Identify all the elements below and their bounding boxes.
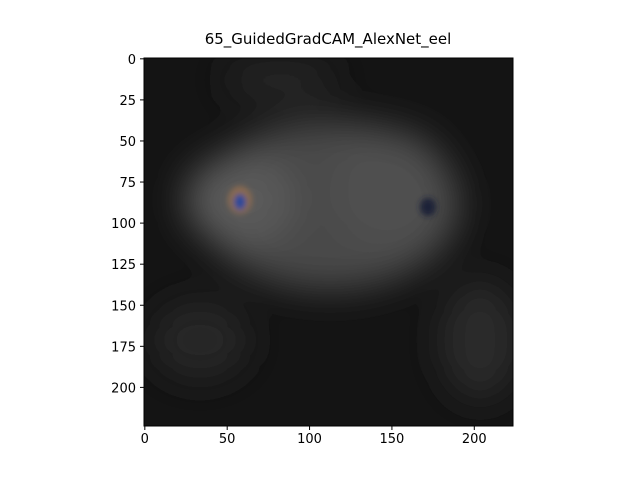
y-tick-label: 150 [111,299,136,314]
axes-frame [143,57,514,427]
x-tick-label: 150 [380,432,405,447]
y-tick-label: 200 [111,381,136,396]
y-tick-label: 125 [111,258,136,273]
y-tick-label: 50 [119,135,136,150]
chart-title: 65_GuidedGradCAM_AlexNet_eel [205,30,452,49]
y-tick-label: 0 [128,53,136,68]
x-tick-label: 50 [219,432,236,447]
y-tick-label: 75 [119,176,136,191]
heatmap-image [144,58,513,426]
y-tick-label: 175 [111,340,136,355]
x-tick-label: 200 [462,432,487,447]
x-tick-label: 0 [141,432,149,447]
y-tick-label: 100 [111,217,136,232]
x-tick-label: 100 [297,432,322,447]
y-tick-label: 25 [119,94,136,109]
